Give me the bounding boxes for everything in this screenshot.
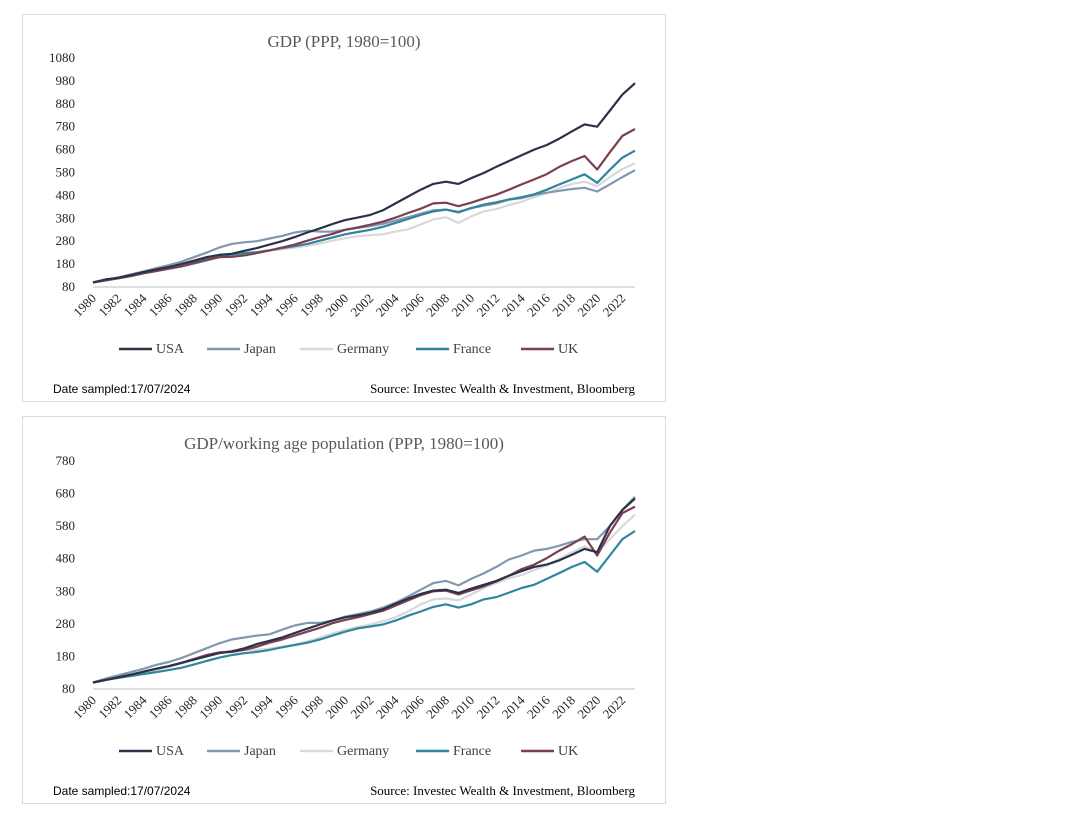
legend-label-france: France [453,342,491,357]
y-tick-label: 580 [56,518,76,533]
legend-label-germany: Germany [337,744,389,759]
y-tick-label: 480 [56,187,76,202]
x-tick-label: 1988 [171,693,200,722]
y-tick-label: 680 [56,142,76,157]
x-tick-label: 1990 [196,291,225,320]
x-tick-label: 2004 [373,290,402,319]
x-tick-label: 2014 [499,290,528,319]
x-tick-label: 1990 [196,693,225,722]
y-tick-label: 580 [56,165,76,180]
x-tick-label: 2012 [473,291,502,320]
x-tick-label: 2002 [347,693,376,722]
x-tick-label: 2000 [322,291,351,320]
series-line-uk [92,505,636,684]
x-tick-label: 1988 [171,291,200,320]
x-tick-label: 2014 [499,692,528,721]
x-tick-label: 2022 [600,693,629,722]
x-tick-label: 1984 [121,290,150,319]
gdp-chart-panel: GDP (PPP, 1980=100) 80 180 280 380 480 580 680 7… [22,14,666,402]
legend-label-germany: Germany [337,342,389,357]
y-tick-label: 180 [56,256,76,271]
y-tick-label: 380 [56,210,76,225]
x-tick-label: 1982 [95,291,124,320]
legend-label-uk: UK [558,342,578,357]
y-tick-label: 280 [56,616,76,631]
series-line-germany [92,513,636,684]
y-tick-label: 280 [56,233,76,248]
x-tick-label: 1992 [221,291,250,320]
y-tick-label: 480 [56,551,76,566]
x-tick-label: 1996 [272,692,301,721]
y-tick-label: 1080 [49,50,75,65]
x-tick-label: 2010 [448,291,477,320]
y-tick-label: 80 [62,279,75,294]
legend-label-usa: USA [156,342,185,357]
x-tick-label: 2008 [423,291,452,320]
series-line-france [92,530,636,684]
legend-label-france: France [453,744,491,759]
chart-title: GDP/working age population (PPP, 1980=10… [184,434,504,453]
source-note: Source: Investec Wealth & Investment, Bl… [370,783,635,798]
x-tick-label: 1986 [146,290,175,319]
legend-label-japan: Japan [244,744,276,759]
x-tick-label: 2020 [574,291,603,320]
gdp-per-working-age-chart: GDP/working age population (PPP, 1980=10… [53,434,636,798]
chart-title: GDP (PPP, 1980=100) [267,32,420,51]
y-tick-label: 180 [56,648,76,663]
series-line-usa [92,497,636,684]
gdp-chart: GDP (PPP, 1980=100) 80 180 280 380 480 580 680 7… [49,32,636,396]
x-tick-label: 2010 [448,693,477,722]
x-tick-label: 1996 [272,290,301,319]
x-tick-label: 1984 [121,692,150,721]
x-tick-label: 2016 [524,290,553,319]
y-tick-label: 380 [56,583,76,598]
x-tick-label: 1994 [247,290,276,319]
y-tick-label: 780 [56,453,76,468]
x-tick-label: 2002 [347,291,376,320]
legend-label-usa: USA [156,744,185,759]
y-tick-label: 980 [56,73,76,88]
series-line-japan [92,496,636,684]
x-tick-label: 1982 [95,693,124,722]
x-tick-label: 1980 [70,291,99,320]
x-tick-label: 1992 [221,693,250,722]
x-tick-label: 2006 [398,692,427,721]
x-tick-label: 2012 [473,693,502,722]
date-sampled-note: Date sampled:17/07/2024 [53,784,191,798]
y-tick-label: 80 [62,681,75,696]
x-tick-label: 2020 [574,693,603,722]
source-note: Source: Investec Wealth & Investment, Bl… [370,381,635,396]
y-tick-label: 680 [56,486,76,501]
x-tick-label: 2018 [549,693,578,722]
y-tick-label: 780 [56,119,76,134]
x-tick-label: 1994 [247,692,276,721]
x-tick-label: 2006 [398,290,427,319]
x-tick-label: 1980 [70,693,99,722]
series-line-usa [92,82,636,284]
date-sampled-note: Date sampled:17/07/2024 [53,382,191,396]
x-tick-label: 2022 [600,291,629,320]
x-tick-label: 2008 [423,693,452,722]
x-tick-label: 2000 [322,693,351,722]
x-tick-label: 2004 [373,692,402,721]
y-tick-label: 880 [56,96,76,111]
legend-label-japan: Japan [244,342,276,357]
series-line-uk [92,128,636,284]
legend-label-uk: UK [558,744,578,759]
x-tick-label: 2018 [549,291,578,320]
gdp-per-working-age-chart-panel: GDP/working age population (PPP, 1980=10… [22,416,666,804]
x-tick-label: 1986 [146,692,175,721]
x-tick-label: 1998 [297,693,326,722]
x-tick-label: 2016 [524,692,553,721]
x-tick-label: 1998 [297,291,326,320]
